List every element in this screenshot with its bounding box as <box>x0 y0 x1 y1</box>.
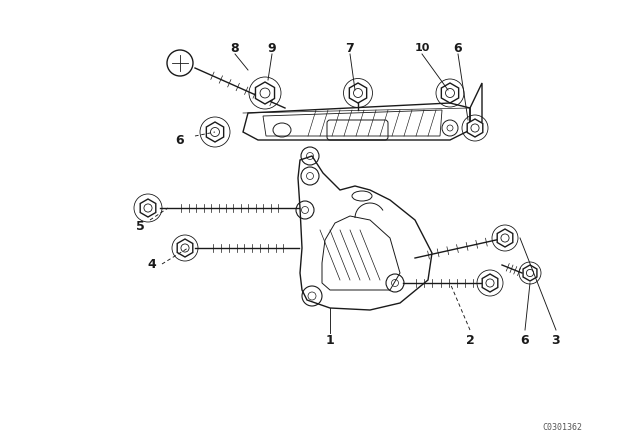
Polygon shape <box>255 82 275 104</box>
Polygon shape <box>482 274 498 292</box>
Text: 4: 4 <box>148 258 156 271</box>
Polygon shape <box>442 83 459 103</box>
Polygon shape <box>140 199 156 217</box>
Polygon shape <box>206 122 223 142</box>
Polygon shape <box>467 119 483 137</box>
Text: 6: 6 <box>176 134 184 146</box>
Text: 10: 10 <box>414 43 429 53</box>
Polygon shape <box>497 229 513 247</box>
Polygon shape <box>177 239 193 257</box>
Text: C0301362: C0301362 <box>543 423 582 432</box>
Polygon shape <box>523 265 537 281</box>
Polygon shape <box>349 83 367 103</box>
Text: 7: 7 <box>346 42 355 55</box>
Text: 9: 9 <box>268 42 276 55</box>
Text: 6: 6 <box>521 333 529 346</box>
Text: 8: 8 <box>230 42 239 55</box>
Circle shape <box>167 50 193 76</box>
Text: 2: 2 <box>466 333 474 346</box>
Text: 6: 6 <box>454 42 462 55</box>
Text: 1: 1 <box>326 333 334 346</box>
Text: 5: 5 <box>136 220 145 233</box>
Text: 3: 3 <box>552 333 560 346</box>
